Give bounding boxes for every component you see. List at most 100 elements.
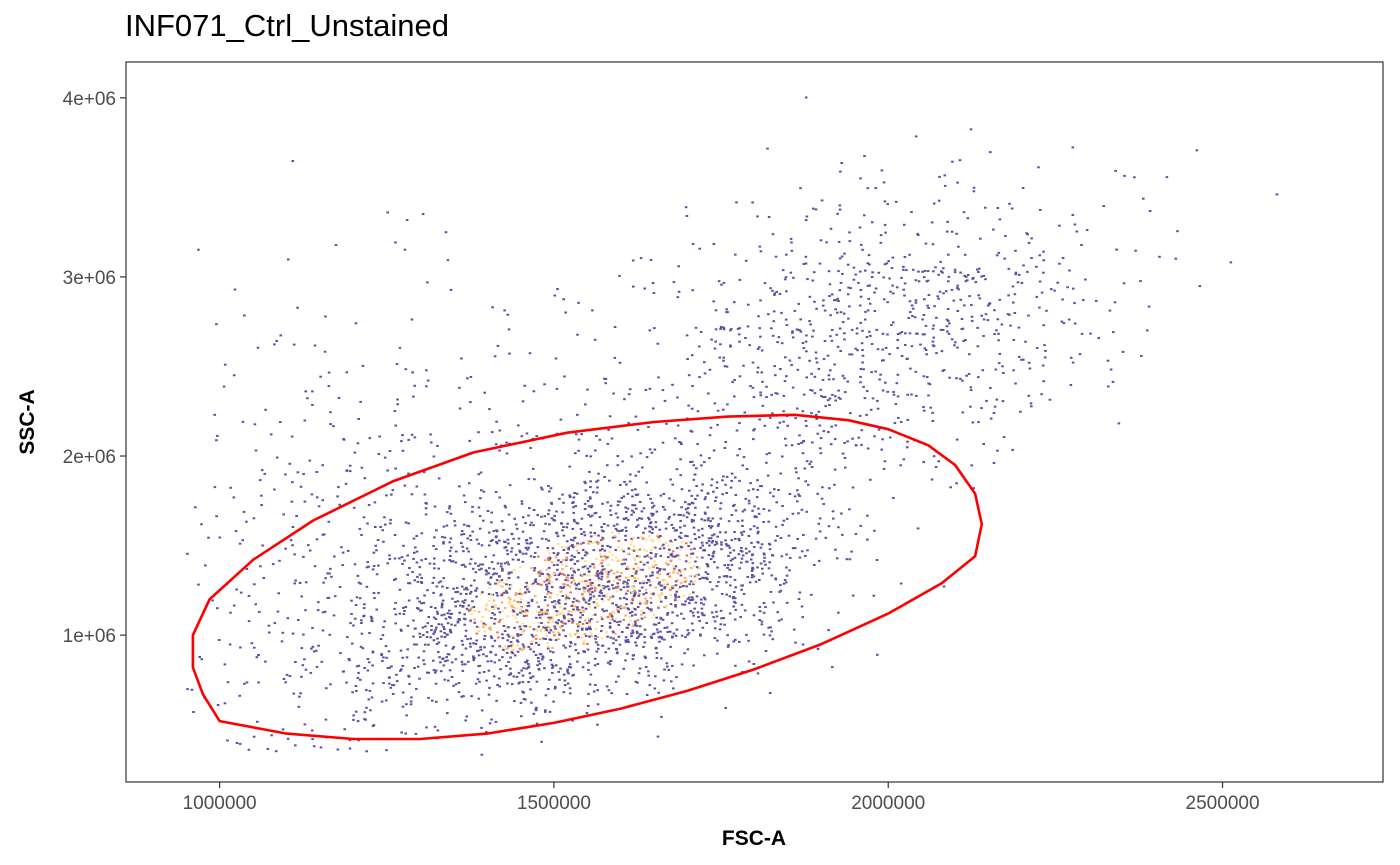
data-point [415, 643, 418, 646]
data-point [482, 653, 485, 656]
data-point [700, 612, 704, 615]
data-point [1049, 288, 1053, 291]
data-point [759, 562, 763, 565]
data-point [430, 625, 433, 627]
data-point [391, 489, 395, 492]
data-point [517, 543, 520, 545]
data-point [454, 600, 457, 603]
data-point [478, 515, 482, 518]
data-point [734, 586, 737, 589]
data-point [706, 573, 710, 575]
data-point [745, 552, 748, 555]
data-point [718, 628, 722, 631]
data-point [365, 566, 369, 569]
data-point [484, 569, 488, 572]
data-point [641, 537, 645, 540]
data-point [524, 546, 528, 549]
data-point [756, 566, 759, 569]
data-point [413, 667, 416, 669]
data-point [1010, 207, 1014, 210]
data-point [601, 538, 605, 541]
data-point [1037, 166, 1040, 169]
data-point [648, 608, 651, 611]
data-point [761, 380, 764, 383]
data-point [505, 549, 509, 552]
data-point [742, 593, 746, 595]
data-point [545, 588, 549, 591]
data-point [213, 413, 216, 416]
data-point [523, 615, 526, 617]
data-point [284, 547, 287, 550]
data-point [926, 304, 929, 307]
data-point [882, 276, 885, 279]
data-point [511, 609, 515, 612]
data-point [954, 341, 957, 344]
data-point [197, 583, 200, 586]
data-point [753, 428, 756, 431]
data-point [635, 644, 638, 647]
data-point [569, 591, 572, 594]
data-point [726, 403, 729, 406]
data-point [454, 683, 458, 686]
data-point [733, 597, 737, 600]
data-point [773, 292, 777, 295]
data-point [616, 609, 620, 612]
data-point [838, 289, 842, 292]
data-point [733, 556, 737, 559]
data-point [587, 591, 591, 594]
data-point [529, 524, 532, 527]
data-point [550, 581, 553, 584]
data-point [815, 417, 818, 420]
data-point [400, 440, 403, 443]
data-point [753, 546, 756, 548]
data-point [535, 706, 538, 709]
data-point [493, 613, 496, 616]
data-point [530, 633, 534, 636]
data-point [432, 576, 436, 579]
data-point [606, 442, 610, 445]
data-point [282, 513, 285, 516]
data-point [917, 270, 920, 273]
data-point [744, 547, 748, 550]
data-point [738, 640, 741, 643]
data-point [843, 457, 847, 459]
data-point [549, 650, 552, 653]
data-point [806, 549, 809, 552]
data-point [640, 510, 644, 513]
data-point [498, 685, 501, 688]
data-point [1026, 270, 1029, 273]
data-point [541, 656, 545, 659]
data-point [791, 336, 795, 339]
data-point [707, 554, 711, 557]
data-point [348, 659, 351, 662]
data-point [537, 572, 540, 575]
data-point [610, 569, 613, 572]
data-point [759, 250, 763, 253]
data-point [549, 592, 553, 595]
data-point [446, 712, 449, 715]
data-point [346, 636, 349, 639]
data-point [415, 485, 419, 488]
data-point [783, 380, 787, 383]
data-point [841, 374, 845, 377]
data-point [692, 614, 695, 617]
data-point [518, 625, 522, 628]
data-point [643, 635, 646, 638]
data-point [238, 694, 241, 697]
data-point [670, 576, 673, 579]
data-point [346, 549, 350, 552]
data-point [556, 553, 559, 556]
data-point [768, 561, 771, 564]
data-point [464, 647, 468, 650]
data-point [370, 619, 373, 622]
data-point [581, 627, 584, 630]
data-point [570, 604, 574, 607]
data-point [439, 630, 443, 633]
data-point [383, 620, 386, 623]
data-point [311, 738, 314, 741]
data-point [972, 487, 975, 490]
data-point [890, 267, 894, 270]
data-points [186, 96, 1279, 756]
data-point [924, 242, 928, 245]
data-point [243, 314, 246, 317]
